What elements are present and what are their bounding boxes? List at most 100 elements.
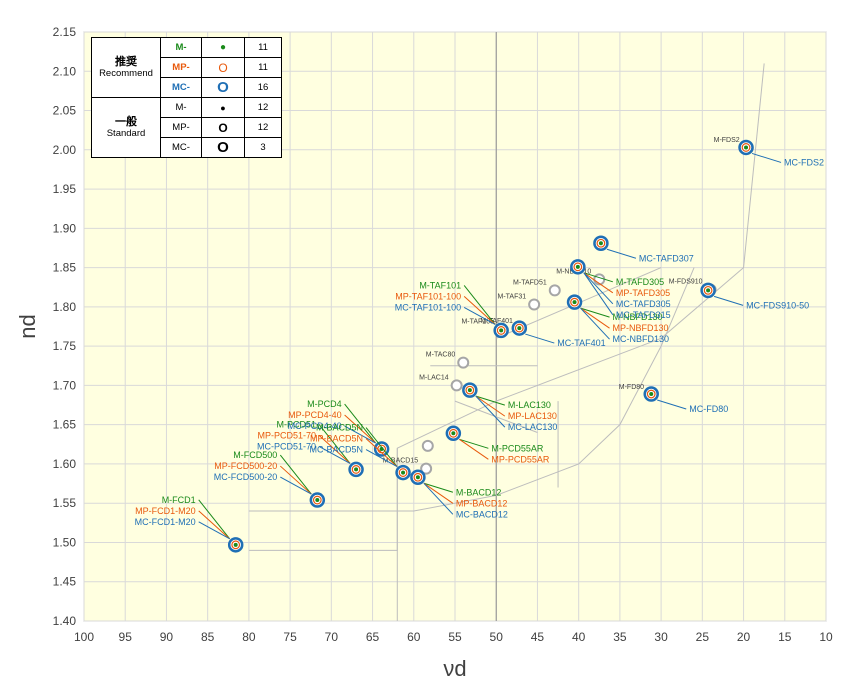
recommended-glass-leader [344, 425, 376, 444]
recommended-glass-leader [475, 395, 506, 428]
recommended-glass-label: MC-FCD1-M20 [135, 517, 196, 527]
standard-glass-point [420, 462, 433, 475]
recommended-glass-core [649, 392, 654, 397]
recommended-glass-label: M-PCD4 [307, 399, 342, 409]
x-tick-label: 55 [448, 630, 462, 644]
standard-glass-point [457, 356, 470, 369]
recommended-glass-leader [423, 482, 454, 515]
recommended-glass-core [517, 326, 522, 331]
standard-glass-label: M-TAF401 [480, 318, 513, 325]
recommended-glass-leader [280, 476, 312, 495]
standard-glass-label: M-FDS910 [669, 279, 703, 286]
recommended-glass-leader [657, 399, 687, 410]
x-tick-label: 95 [119, 630, 133, 644]
recommended-glass-label: M-TAFD305 [616, 277, 664, 287]
legend-group-label: 推奨 [115, 55, 137, 68]
recommended-glass-leader [318, 435, 351, 464]
legend-code: M- [160, 97, 202, 118]
recommended-glass-leader [580, 307, 610, 340]
recommended-glass-middle-ring [465, 385, 475, 395]
x-tick-label: 45 [531, 630, 545, 644]
recommended-glass-middle-ring [448, 428, 458, 438]
recommended-glass-leader [279, 465, 312, 495]
x-tick-label: 70 [325, 630, 339, 644]
recommended-glass-leader [365, 449, 398, 468]
recommended-glass-core [499, 328, 504, 333]
legend-symbol: O [201, 117, 245, 138]
legend-row: MC- O 3 [92, 137, 282, 158]
recommended-glass-leader [463, 285, 496, 325]
recommended-glass-leader [198, 499, 231, 540]
recommended-glass-leader [525, 333, 555, 344]
recommended-glass-middle-ring [570, 297, 579, 307]
recommended-glass-label: MP-TAFD305 [616, 288, 670, 298]
y-tick-label: 2.00 [53, 143, 77, 157]
y-tick-label: 1.90 [53, 221, 77, 235]
y-axis-title: nd [15, 314, 40, 338]
y-tick-label: 2.15 [53, 25, 77, 39]
standard-glass-label: M-TAF105 [461, 319, 494, 326]
recommended-glass-label: MP-PCD51-70 [258, 430, 317, 440]
y-tick-label: 1.80 [53, 300, 77, 314]
recommended-glass-core [598, 241, 603, 246]
recommended-glass-label: MC-BACD12 [456, 509, 508, 519]
legend-code: MC- [160, 77, 202, 98]
legend-row: 推奨 Recommend M- ● 11 [91, 37, 282, 98]
recommended-glass-leader [344, 403, 377, 444]
x-tick-label: 90 [160, 630, 174, 644]
recommended-glass-label: MP-FCD1-M20 [135, 506, 196, 516]
legend-code: MP- [160, 57, 202, 78]
x-tick-label: 50 [490, 630, 504, 644]
x-tick-label: 30 [654, 630, 668, 644]
y-tick-label: 1.50 [53, 535, 77, 549]
x-tick-label: 15 [778, 630, 792, 644]
x-tick-label: 75 [283, 630, 297, 644]
recommended-glass-leader [423, 482, 454, 504]
recommended-glass-leader [475, 395, 506, 417]
legend-code: MP- [160, 117, 202, 138]
recommended-glass-label: MP-LAC130 [508, 411, 557, 421]
recommended-glass-middle-ring [596, 238, 606, 248]
legend-count: 12 [244, 97, 282, 118]
recommended-glass-leader [459, 438, 489, 449]
legend-count: 11 [244, 57, 282, 78]
standard-glass-label: M-FDS2 [714, 137, 740, 144]
y-tick-label: 1.65 [53, 418, 77, 432]
recommended-glass-label: MC-FDS2 [784, 157, 824, 167]
x-tick-label: 65 [366, 630, 380, 644]
recommended-glass-core [572, 300, 577, 305]
recommended-glass-leader [198, 521, 230, 540]
recommended-glass-middle-ring [398, 468, 408, 477]
recommended-glass-label: MC-LAC130 [508, 422, 558, 432]
recommended-glass-label: M-NBFD130 [613, 312, 663, 322]
standard-glass-label: M-LAC14 [419, 374, 449, 381]
recommended-glass-leader [198, 510, 231, 540]
standard-glass-label: M-BACD15 [383, 458, 419, 465]
x-tick-label: 100 [74, 630, 94, 644]
recommended-glass-label: MP-NBFD130 [613, 323, 669, 333]
recommended-glass-label: MC-PCD51-70 [257, 441, 316, 451]
legend-symbol: ● [201, 37, 245, 58]
x-tick-label: 85 [201, 630, 215, 644]
recommended-glass-middle-ring [312, 495, 322, 505]
recommended-glass-leader [365, 438, 398, 467]
recommended-glass-core [354, 467, 359, 472]
legend-group-standard: 一般 Standard [91, 97, 161, 158]
standard-glass-point [421, 439, 434, 452]
legend-symbol: O [201, 57, 245, 78]
y-tick-label: 1.55 [53, 496, 77, 510]
x-tick-label: 25 [696, 630, 710, 644]
x-tick-label: 60 [407, 630, 421, 644]
recommended-glass-leader [463, 306, 496, 325]
recommended-glass-core [744, 145, 749, 150]
standard-glass-label: M-TAF31 [497, 294, 526, 301]
recommended-glass-label: MP-PCD55AR [491, 454, 550, 464]
recommended-glass-label: M-TAF101 [419, 280, 461, 290]
recommended-glass-leader [583, 272, 613, 283]
y-tick-label: 1.45 [53, 575, 77, 589]
recommended-glass-label: MC-TAFD307 [639, 253, 694, 263]
recommended-glass-middle-ring [231, 540, 241, 550]
x-tick-label: 80 [242, 630, 256, 644]
recommended-glass-label: M-LAC130 [508, 400, 551, 410]
